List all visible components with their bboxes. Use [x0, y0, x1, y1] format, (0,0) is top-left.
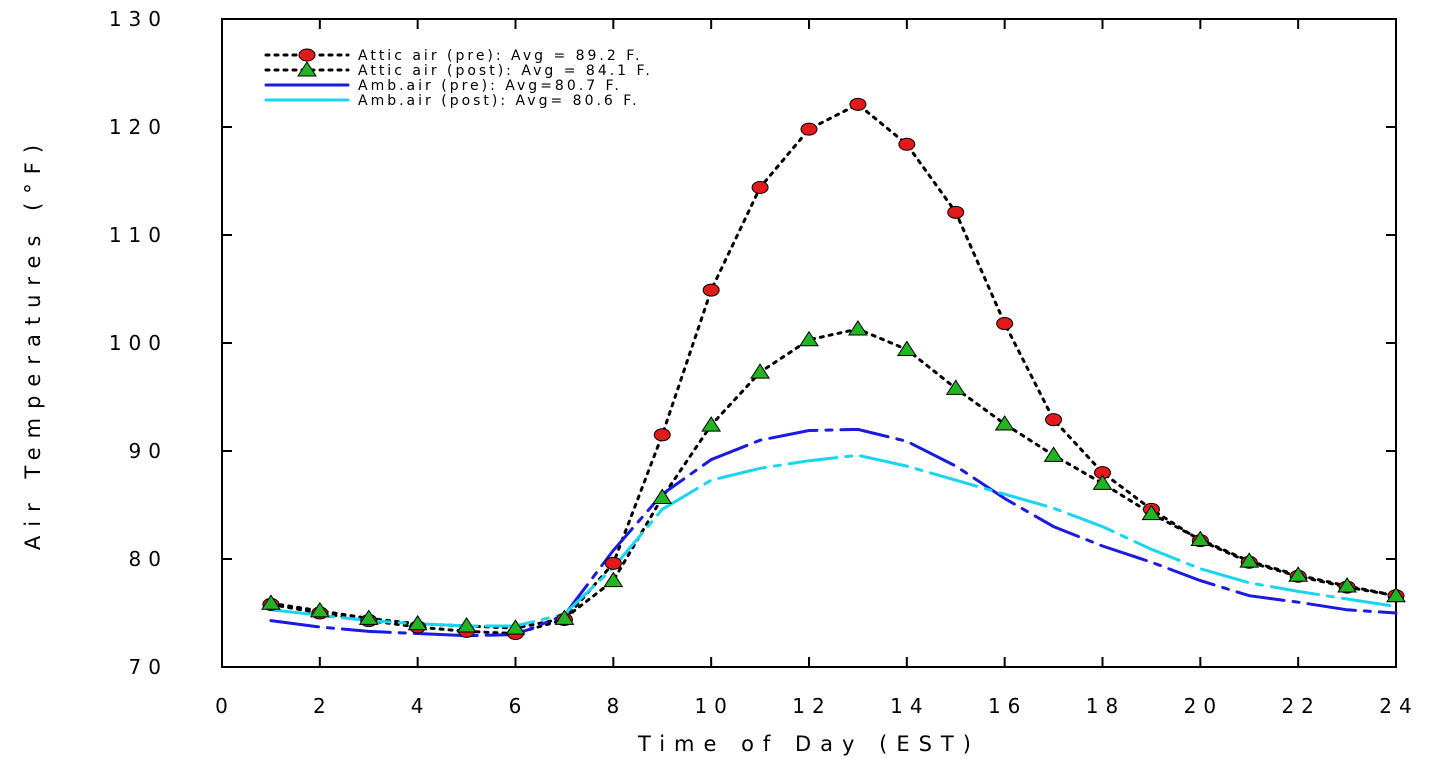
series-line-1 — [269, 102, 1398, 636]
series-2-point — [309, 601, 330, 618]
legend-label-2: Attic air (post): Avg = 84.1 F. — [358, 63, 653, 79]
legend-marker-2 — [297, 61, 317, 77]
y-tick-label: 80 — [129, 547, 168, 571]
series-2-point — [652, 488, 673, 504]
x-tick-label: 14 — [890, 694, 929, 718]
series-2-point — [1239, 552, 1260, 568]
series-2-point — [407, 614, 428, 631]
series-1-point — [604, 556, 622, 570]
x-tick-label: 0 — [215, 694, 235, 718]
y-tick-label: 120 — [109, 115, 168, 139]
x-tick-label: 24 — [1379, 694, 1418, 718]
series-2-point — [848, 320, 868, 336]
y-tick-label: 110 — [109, 223, 168, 247]
x-tick-label: 18 — [1086, 694, 1125, 718]
series-2-point — [1386, 586, 1406, 603]
series-lines — [269, 102, 1398, 638]
series-2-point — [994, 415, 1015, 431]
series-1-point — [800, 122, 818, 136]
series-2-point — [554, 609, 575, 625]
series-2-point — [1337, 577, 1357, 593]
series-2-point — [358, 609, 379, 625]
x-tick-labels: 0 2 4 6 8 10 12 14 16 18 20 22 24 — [215, 694, 1418, 718]
series-line-2 — [269, 327, 1398, 630]
x-tick-label: 6 — [509, 694, 529, 718]
series-2-point — [945, 379, 966, 395]
series-1-point — [1045, 413, 1063, 427]
series-2-point — [1092, 474, 1113, 490]
series-2-point — [1043, 446, 1064, 462]
series-1-point — [849, 97, 867, 111]
series-2-point — [603, 571, 624, 588]
x-tick-label: 12 — [792, 694, 831, 718]
series-2-point — [1190, 530, 1211, 547]
legend-label-4: Amb.air (post): Avg= 80.6 F. — [358, 93, 640, 109]
series-markers — [261, 97, 1406, 641]
y-tick-label: 70 — [129, 655, 168, 679]
x-tick-label: 2 — [313, 694, 333, 718]
series-2-point — [1141, 504, 1162, 521]
legend-label-1: Attic air (pre): Avg = 89.2 F. — [358, 48, 643, 64]
series-2-point — [1288, 566, 1309, 582]
series-2-point — [896, 340, 917, 356]
x-tick-label: 16 — [988, 694, 1027, 718]
series-2-point — [505, 619, 526, 635]
series-1-point — [751, 180, 769, 194]
series-1-point — [947, 205, 965, 219]
x-tick-label: 22 — [1281, 694, 1320, 718]
series-1-point — [653, 428, 671, 442]
y-tick-labels: 70 80 90 100 110 120 130 — [109, 7, 168, 679]
series-line-3 — [269, 427, 1398, 638]
y-tick-label: 100 — [109, 331, 168, 355]
series-2-point — [750, 363, 770, 379]
x-tick-label: 20 — [1184, 694, 1223, 718]
series-2-point — [799, 330, 819, 347]
x-tick-label: 8 — [606, 694, 626, 718]
x-axis-title: Time of Day (EST) — [637, 732, 980, 756]
x-tick-label: 10 — [694, 694, 733, 718]
series-2-point — [456, 617, 477, 633]
series-1-point — [996, 317, 1014, 331]
y-tick-label: 130 — [109, 7, 168, 31]
series-line-4 — [269, 453, 1398, 628]
series-2-point — [701, 416, 722, 432]
series-1-point — [702, 283, 720, 297]
y-tick-label: 90 — [129, 439, 168, 463]
x-tick-label: 4 — [411, 694, 431, 718]
tick-marks — [221, 18, 1397, 668]
legend-marker-1 — [298, 48, 316, 62]
legend: Attic air (pre): Avg = 89.2 F.Attic air … — [264, 48, 653, 109]
y-axis-title: Air Temperatures (°F) — [21, 136, 45, 550]
legend-label-3: Amb.air (pre): Avg=80.7 F. — [358, 78, 622, 94]
series-2-point — [261, 594, 281, 610]
series-1-point — [898, 137, 916, 151]
